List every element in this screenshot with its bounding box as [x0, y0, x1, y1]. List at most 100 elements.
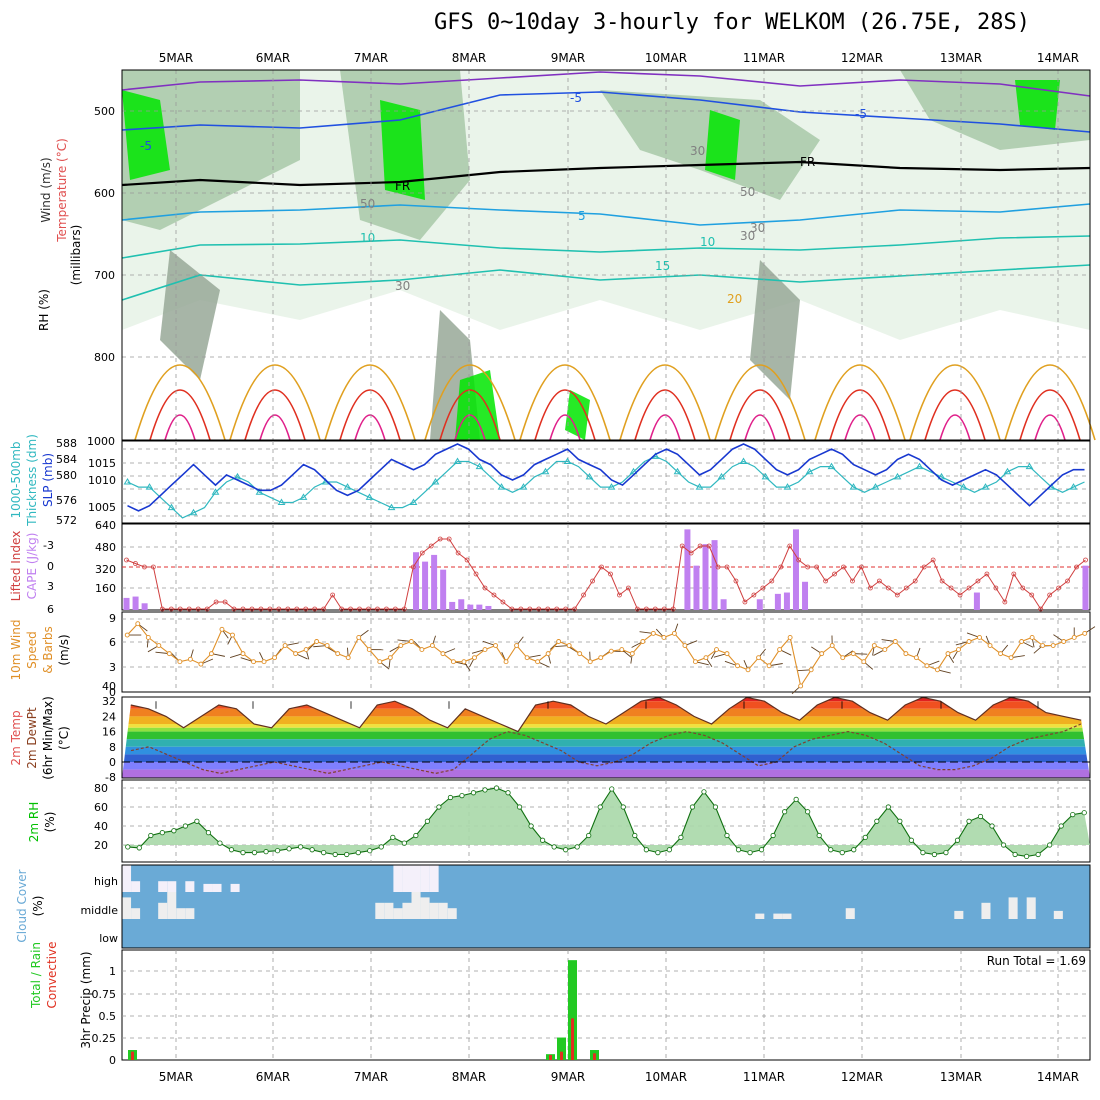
wind-speed-marker [871, 643, 877, 648]
cloud-middle-block [755, 913, 765, 919]
temp-panel-frame [121, 696, 1091, 779]
thickness-marker [409, 498, 418, 505]
rh-shading [455, 370, 500, 440]
cloud-middle-block [773, 913, 783, 919]
wind-speed-marker [945, 651, 951, 657]
lifted-index-marker [348, 606, 353, 612]
lifted-index-marker [850, 578, 855, 584]
cloud-middle-block [438, 902, 448, 919]
lifted-index-marker [957, 592, 963, 598]
temp-band [122, 708, 1090, 717]
temp-ytick: 24 [102, 710, 116, 723]
lifted-index-marker [590, 578, 595, 584]
cape-bar [1082, 565, 1089, 610]
temp-band [122, 727, 1090, 732]
contour-label: 50 [360, 197, 375, 211]
thickness-marker [211, 488, 220, 495]
thickness-ylabel-line: SLP (mb) [41, 453, 55, 507]
rh-ytick: 40 [94, 820, 108, 833]
rh-shading [565, 390, 590, 440]
upper-ytick: 800 [94, 351, 115, 364]
wind-ylabel: 10m Wind Speed & Barbs (m/s) [9, 620, 71, 681]
temp-band [122, 724, 1090, 728]
rh-marker [643, 847, 649, 853]
thickness-marker [981, 483, 990, 490]
rh-marker [125, 844, 131, 850]
rh-ylabel-line: RH (%) [37, 289, 51, 331]
lifted-index-marker [294, 606, 300, 612]
lifted-index-marker [706, 543, 712, 549]
wind-speed-marker [251, 659, 256, 665]
rh-marker [920, 849, 926, 856]
rh-marker [966, 818, 972, 824]
thickness-marker [387, 503, 396, 511]
lifted-index-marker [285, 606, 291, 612]
rh-marker [678, 834, 684, 841]
cape-bar [693, 565, 700, 610]
cloud-middle-block [1008, 897, 1018, 919]
cloud-panel-frame [121, 864, 1091, 949]
rh-marker [263, 849, 269, 855]
thickness-marker [1025, 462, 1034, 470]
rh-marker [240, 849, 246, 856]
temp-ytick: -8 [105, 771, 116, 784]
thickness-marker [937, 472, 946, 480]
cape-bar [783, 592, 790, 610]
wind-ylabel-line: Speed [25, 631, 39, 669]
slp-ytick: 1010 [88, 474, 116, 487]
cloud-middle-block [411, 892, 421, 919]
wind-speed-marker [924, 663, 930, 669]
lifted-index-marker [572, 606, 578, 612]
lifted-index-marker [652, 606, 658, 612]
bottom-date-label: 6MAR [256, 1070, 291, 1084]
lifted-index-marker [805, 564, 811, 570]
wind-speed-marker [808, 667, 814, 673]
wind-speed-marker [1050, 643, 1056, 648]
rh-marker [298, 844, 304, 850]
slp-ytick: 1015 [88, 457, 116, 470]
wind-speed-marker [556, 639, 562, 644]
precip-ytick: 0.75 [92, 988, 117, 1001]
lifted-index-marker [267, 606, 273, 612]
precip-convective-bar [593, 1053, 596, 1060]
precip-panel-frame [121, 949, 1091, 1061]
rh-marker [332, 851, 338, 858]
thickness-marker [585, 472, 594, 480]
rh-panel-frame [121, 779, 1091, 863]
contour-label: 30 [690, 144, 705, 158]
thickness-marker [695, 483, 704, 490]
wind-speed-marker [682, 643, 688, 648]
wind-speed-marker [493, 643, 498, 648]
contour-label: -5 [855, 107, 867, 121]
temp-band [122, 716, 1090, 724]
cloud-middle-block [782, 913, 792, 919]
rh-marker [378, 844, 384, 850]
lifted-index-marker [760, 585, 766, 591]
lifted-index-marker [617, 592, 622, 598]
temperature-contour [121, 235, 1091, 259]
wind-speed-marker [293, 651, 299, 657]
thickness-marker [453, 457, 462, 464]
lifted-index-marker [599, 564, 604, 570]
lifted-index-marker [715, 564, 721, 570]
lifted-index-marker [168, 606, 174, 612]
cape-ylabel-line: CAPE (J/kg) [25, 533, 39, 600]
lifted-index-marker [984, 571, 990, 577]
cloud-high-block [230, 883, 240, 892]
warm-contour [714, 364, 806, 441]
rh-ytick: 80 [94, 782, 108, 795]
upper-ylabel-line: Temperature (°C) [55, 138, 69, 243]
cloud-high-block [429, 865, 439, 892]
temperature-contour [121, 203, 1091, 226]
thickness-marker [233, 472, 242, 480]
temp-band [122, 769, 1090, 778]
wind-speed-marker [1008, 655, 1014, 661]
rh-marker [424, 818, 430, 824]
cape-bar [132, 596, 139, 610]
rh2m-ylabel: 2m RH (%) [27, 802, 57, 843]
thickness-marker [629, 467, 638, 475]
cloud-middle-block [447, 908, 457, 919]
rh-marker [321, 849, 327, 856]
rh-ytick: 60 [94, 801, 108, 814]
rh-marker [782, 809, 788, 815]
